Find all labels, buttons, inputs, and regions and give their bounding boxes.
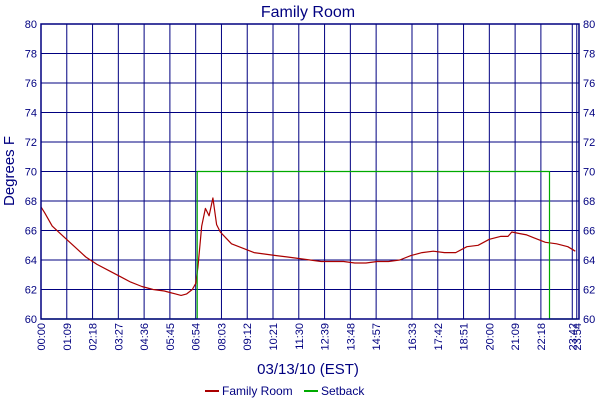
x-tick-label: 14:57 xyxy=(371,323,383,351)
y-tick-label-right: 60 xyxy=(583,314,595,326)
x-tick-label: 03:27 xyxy=(113,323,125,351)
legend-label-family-room: Family Room xyxy=(222,384,293,398)
y-tick-label-right: 76 xyxy=(583,78,595,90)
y-tick-label-right: 74 xyxy=(583,108,595,120)
y-tick-label-left: 68 xyxy=(25,196,37,208)
y-tick-label-left: 66 xyxy=(25,226,37,238)
x-tick-label: 00:00 xyxy=(36,323,48,351)
x-tick-label: 10:21 xyxy=(268,323,280,351)
y-tick-label-left: 64 xyxy=(25,255,37,267)
x-tick-label: 05:45 xyxy=(165,323,177,351)
x-tick-label: 22:18 xyxy=(536,323,548,351)
y-tick-label-right: 62 xyxy=(583,285,595,297)
series-line-setback xyxy=(41,170,577,320)
y-tick-label-left: 78 xyxy=(25,49,37,61)
x-tick-label: 08:03 xyxy=(216,323,228,351)
legend-label-setback: Setback xyxy=(321,384,365,398)
y-tick-label-left: 76 xyxy=(25,78,37,90)
y-axis-label: Degrees F xyxy=(1,136,18,206)
x-tick-label: 06:54 xyxy=(191,323,203,351)
x-tick-label: 12:39 xyxy=(320,323,332,351)
y-tick-label-right: 80 xyxy=(583,19,595,31)
x-tick-label: 20:00 xyxy=(484,323,496,351)
x-tick-label: 09:12 xyxy=(242,323,254,351)
chart-title: Family Room xyxy=(261,4,355,21)
x-tick-label: 13:48 xyxy=(345,323,357,351)
y-tick-label-left: 70 xyxy=(25,167,37,179)
y-tick-label-right: 72 xyxy=(583,137,595,149)
x-tick-label: 23:54 xyxy=(572,323,584,351)
x-tick-label: 17:42 xyxy=(433,323,445,351)
plot-frame xyxy=(40,23,580,320)
y-tick-label-right: 66 xyxy=(583,226,595,238)
x-tick-label: 01:09 xyxy=(62,323,74,351)
series-lines xyxy=(40,170,577,320)
x-tick-label: 21:09 xyxy=(510,323,522,351)
x-tick-label: 16:33 xyxy=(407,323,419,351)
x-tick-label: 23:42 xyxy=(567,323,579,351)
y-tick-label-left: 72 xyxy=(25,137,37,149)
y-axis-right-ticks: 60 62 64 66 68 70 72 74 76 78 80 xyxy=(583,19,595,326)
y-tick-label-left: 80 xyxy=(25,19,37,31)
x-axis-ticks: 00:00 01:09 02:18 03:27 04:36 05:45 06:54 08:03… xyxy=(36,323,584,351)
x-tick-label: 04:36 xyxy=(139,323,151,351)
x-tick-label: 18:51 xyxy=(459,323,471,351)
x-tick-label: 11:30 xyxy=(294,323,306,350)
series-line-family-room xyxy=(40,197,576,296)
y-tick-label-right: 64 xyxy=(583,255,595,267)
legend: Family Room Setback xyxy=(205,384,365,398)
x-tick-label: 02:18 xyxy=(88,323,100,351)
y-tick-label-left: 62 xyxy=(25,285,37,297)
y-tick-label-left: 74 xyxy=(25,108,37,120)
y-tick-label-right: 78 xyxy=(583,49,595,61)
y-tick-label-right: 70 xyxy=(583,167,595,179)
y-tick-label-left: 60 xyxy=(25,314,37,326)
y-axis-left-ticks: 60 62 64 66 68 70 72 74 76 78 80 xyxy=(25,19,37,326)
y-tick-label-right: 68 xyxy=(583,196,595,208)
x-axis-label: 03/13/10 (EST) xyxy=(257,361,359,378)
